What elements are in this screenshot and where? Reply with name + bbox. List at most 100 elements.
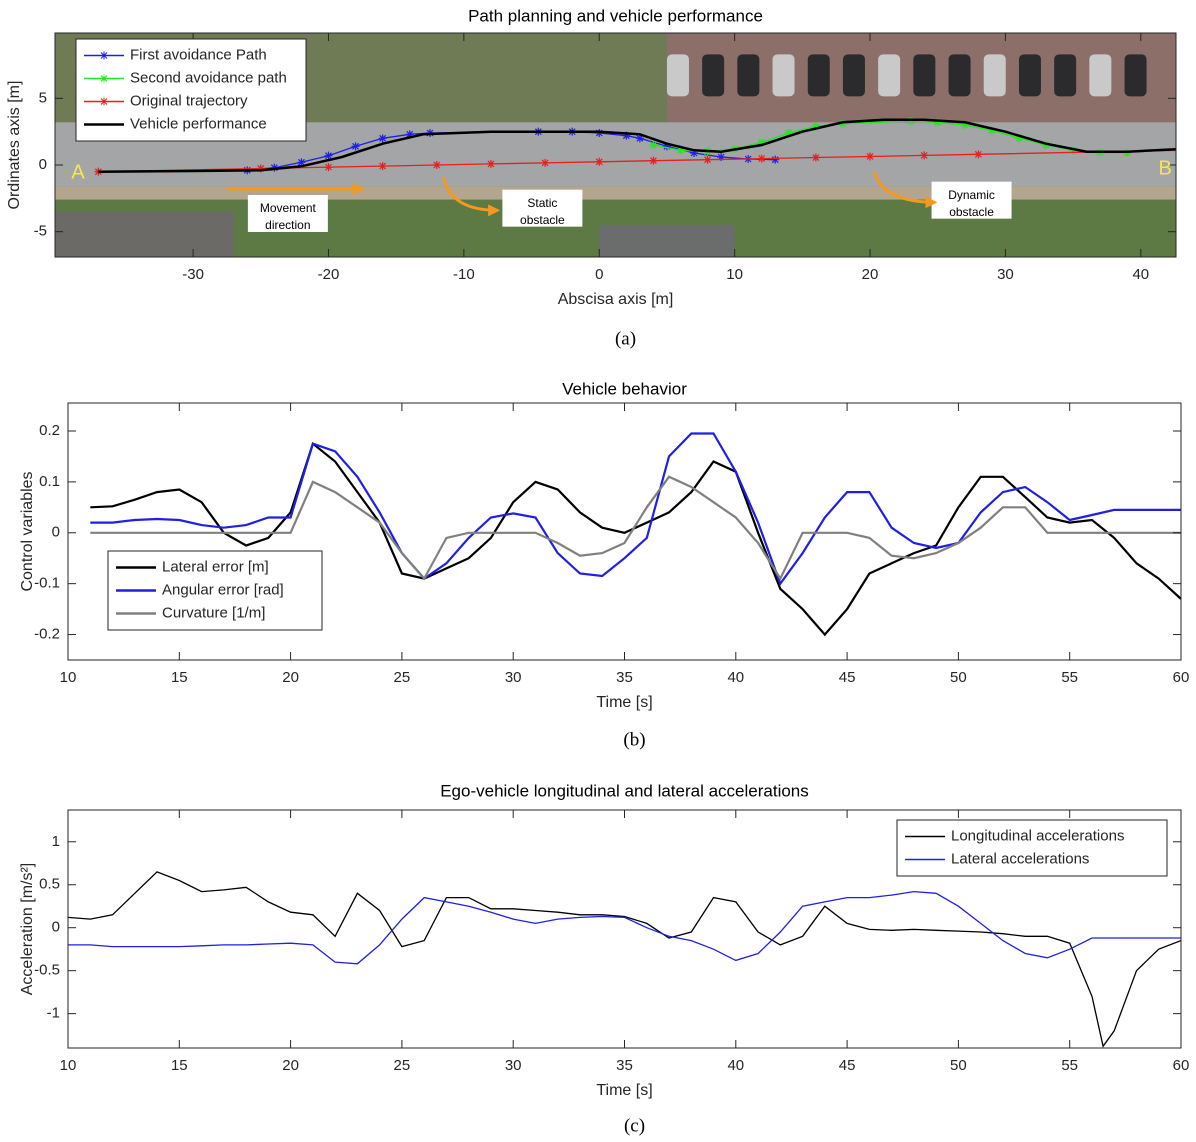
x-tick-label: 55: [1061, 1057, 1078, 1074]
x-tick-label: 0: [595, 266, 603, 283]
car: [807, 54, 830, 97]
house: [55, 211, 234, 257]
axes-box: [54, 32, 1177, 258]
y-tick-label: -0.1: [34, 575, 60, 592]
car: [737, 54, 760, 97]
marker: [960, 121, 969, 129]
series-line: [68, 871, 1181, 1048]
annotation: Movement: [260, 201, 317, 215]
legend-label: First avoidance Path: [130, 46, 267, 63]
car: [948, 54, 971, 97]
y-tick-label: 0: [39, 156, 47, 173]
arrow: [872, 171, 938, 209]
marker: [757, 154, 766, 163]
chart-title: Ego-vehicle longitudinal and lateral acc…: [440, 781, 809, 800]
y-tick-label: 5: [39, 89, 47, 106]
marker: [757, 138, 766, 147]
y-axis-label: Acceleration [m/s²]: [19, 863, 36, 995]
plot-area: [90, 432, 1181, 637]
marker: [595, 129, 604, 137]
marker: [405, 130, 414, 139]
marker: [784, 129, 793, 137]
car: [913, 54, 936, 97]
marker: [906, 117, 915, 125]
y-tick-label: 0: [52, 919, 60, 936]
x-tick-label: 25: [394, 669, 411, 686]
chart: 10 15 20 25 30 35 40 45 50 55 60 -0.2 -0.1 0 0.1 0.2 Veh…: [19, 379, 1189, 750]
marker: [974, 150, 983, 159]
marker: [486, 159, 495, 168]
x-tick-label: 20: [282, 1057, 299, 1074]
marker: [649, 156, 658, 165]
x-tick-label: 60: [1173, 1057, 1190, 1074]
y-tick-label: -0.2: [34, 626, 60, 643]
marker: [811, 153, 820, 162]
x-axis-label: Time [s]: [596, 694, 652, 711]
y-axis-label: Ordinates axis [m]: [6, 81, 23, 210]
legend-label: Original trajectory: [130, 92, 248, 109]
legend-marker: [100, 97, 108, 106]
y-tick-label: -5: [34, 223, 47, 240]
caption: (c): [624, 1115, 645, 1136]
car: [702, 54, 725, 97]
x-tick-label: 30: [997, 266, 1014, 283]
x-tick-label: 15: [171, 669, 188, 686]
marker: [662, 142, 671, 151]
marker: [933, 118, 942, 127]
y-tick-label: -1: [47, 1005, 60, 1022]
legend-label: Curvature [1/m]: [162, 604, 265, 621]
car: [1054, 54, 1077, 97]
car: [772, 54, 795, 97]
marker: [811, 122, 820, 131]
car: [878, 54, 901, 97]
annotation-box: [247, 195, 328, 232]
x-tick-label: 40: [1132, 266, 1149, 283]
legend-marker: [100, 74, 108, 83]
legend-box: [896, 819, 1168, 877]
y-tick-label: 0: [52, 524, 60, 541]
x-tick-label: 50: [950, 1057, 967, 1074]
annotation: obstacle: [949, 205, 994, 219]
chart-title: Vehicle behavior: [562, 379, 687, 398]
car: [983, 54, 1006, 97]
legend-label: Vehicle performance: [130, 115, 267, 132]
marker: [987, 126, 996, 135]
marker: [703, 155, 712, 164]
x-axis-label: Time [s]: [596, 1082, 652, 1099]
annotation: direction: [265, 218, 310, 232]
marker: [920, 151, 929, 160]
caption: (b): [623, 729, 645, 750]
chart: -30 -20 -10 0 10 20 30 40 -5 0 5 Path planning and …: [6, 6, 1177, 349]
y-tick-label: 0.1: [39, 473, 60, 490]
x-tick-label: 20: [282, 669, 299, 686]
car: [842, 54, 865, 97]
marker: [324, 163, 333, 172]
legend-label: Longitudinal accelerations: [951, 827, 1124, 844]
x-tick-label: 60: [1173, 669, 1190, 686]
marker: [649, 141, 658, 149]
y-tick-label: 0.5: [39, 876, 60, 893]
x-tick-label: -20: [318, 266, 340, 283]
marker: [256, 164, 265, 173]
series-line: [98, 118, 1176, 173]
marker: [1014, 134, 1023, 143]
x-tick-label: 20: [862, 266, 879, 283]
annotation-box: [931, 181, 1012, 219]
marker: [838, 119, 847, 128]
series-line: [90, 432, 1181, 587]
marker: [351, 142, 360, 151]
marker: [378, 134, 387, 143]
car: [1089, 54, 1112, 97]
x-tick-label: 40: [727, 1057, 744, 1074]
y-axis-label: Control variables: [19, 471, 36, 591]
legend-marker: [100, 51, 108, 60]
x-tick-label: 40: [727, 669, 744, 686]
marker: [541, 158, 550, 167]
x-axis-label: Abscisa axis [m]: [558, 291, 674, 308]
legend-label: Second avoidance path: [130, 69, 287, 86]
x-tick-label: 45: [839, 1057, 856, 1074]
marker: [676, 146, 685, 155]
annotation-box: [502, 189, 583, 227]
annotation: Dynamic: [948, 188, 995, 202]
